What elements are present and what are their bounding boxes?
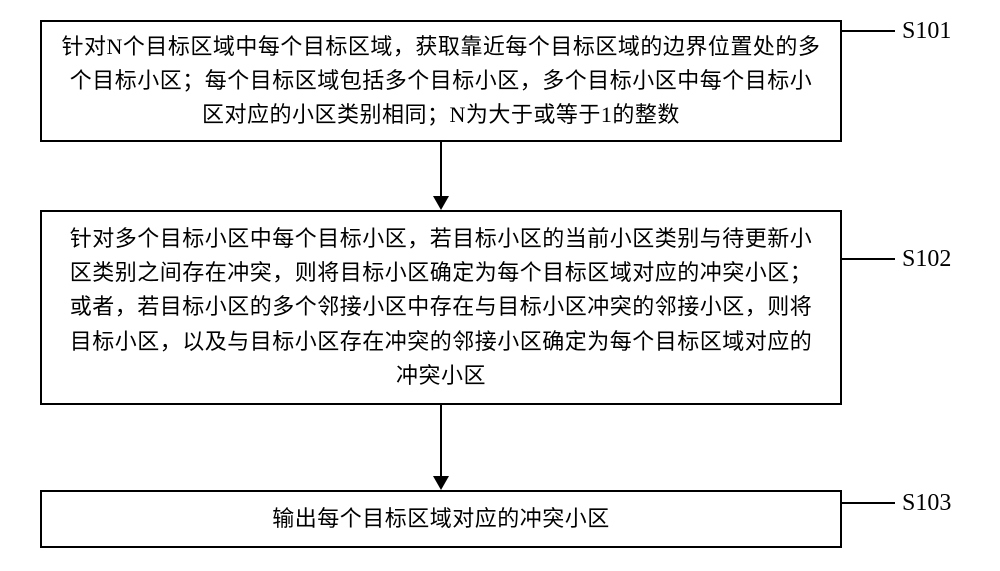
flow-label-s102: S102: [902, 246, 951, 273]
label-connector-s102: [842, 258, 895, 260]
arrow-s101-s102-line: [440, 142, 442, 196]
flow-step-s103: 输出每个目标区域对应的冲突小区: [40, 490, 842, 548]
label-connector-s101: [842, 30, 895, 32]
flow-step-s101-text: 针对N个目标区域中每个目标区域，获取靠近每个目标区域的边界位置处的多个目标小区；…: [60, 30, 822, 132]
flow-step-s102: 针对多个目标小区中每个目标小区，若目标小区的当前小区类别与待更新小区类别之间存在…: [40, 210, 842, 405]
flow-step-s102-text: 针对多个目标小区中每个目标小区，若目标小区的当前小区类别与待更新小区类别之间存在…: [60, 222, 822, 392]
flow-step-s101: 针对N个目标区域中每个目标区域，获取靠近每个目标区域的边界位置处的多个目标小区；…: [40, 20, 842, 142]
flow-label-s103: S103: [902, 490, 951, 517]
arrow-s102-s103-line: [440, 405, 442, 476]
flow-label-s101: S101: [902, 18, 951, 45]
label-connector-s103: [842, 502, 895, 504]
flow-step-s103-text: 输出每个目标区域对应的冲突小区: [272, 502, 610, 536]
flowchart-canvas: 针对N个目标区域中每个目标区域，获取靠近每个目标区域的边界位置处的多个目标小区；…: [0, 0, 1000, 571]
arrow-s102-s103-head: [433, 476, 449, 490]
arrow-s101-s102-head: [433, 196, 449, 210]
